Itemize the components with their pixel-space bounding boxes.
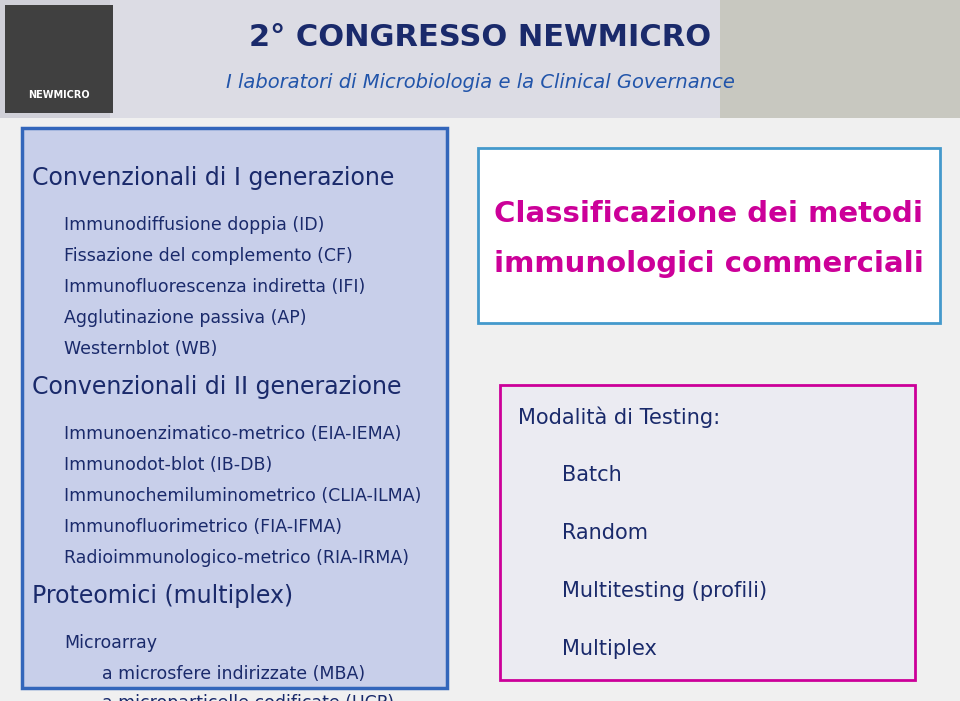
Text: I laboratori di Microbiologia e la Clinical Governance: I laboratori di Microbiologia e la Clini… xyxy=(226,72,734,92)
Bar xyxy=(110,0,740,118)
Text: Immunochemiluminometrico (CLIA-ILMA): Immunochemiluminometrico (CLIA-ILMA) xyxy=(64,487,421,505)
FancyBboxPatch shape xyxy=(500,385,915,680)
Bar xyxy=(720,0,960,118)
Text: a microparticelle codificate (UCP): a microparticelle codificate (UCP) xyxy=(102,694,394,701)
Text: Batch: Batch xyxy=(562,465,622,485)
Text: Fissazione del complemento (CF): Fissazione del complemento (CF) xyxy=(64,247,352,265)
Text: Immunofluorimetrico (FIA-IFMA): Immunofluorimetrico (FIA-IFMA) xyxy=(64,518,342,536)
Text: Radioimmunologico-metrico (RIA-IRMA): Radioimmunologico-metrico (RIA-IRMA) xyxy=(64,549,409,567)
Text: Agglutinazione passiva (AP): Agglutinazione passiva (AP) xyxy=(64,309,306,327)
Text: Classificazione dei metodi: Classificazione dei metodi xyxy=(494,200,924,228)
Text: Immunofluorescenza indiretta (IFI): Immunofluorescenza indiretta (IFI) xyxy=(64,278,365,296)
Text: NEWMICRO: NEWMICRO xyxy=(28,90,90,100)
Bar xyxy=(0,118,960,701)
Text: immunologici commerciali: immunologici commerciali xyxy=(494,250,924,278)
Text: Modalità di Testing:: Modalità di Testing: xyxy=(518,407,720,428)
Text: Immunodot-blot (IB-DB): Immunodot-blot (IB-DB) xyxy=(64,456,273,474)
Bar xyxy=(0,0,960,118)
Text: Microarray: Microarray xyxy=(64,634,157,652)
Text: Immunodiffusione doppia (ID): Immunodiffusione doppia (ID) xyxy=(64,216,324,234)
Text: Convenzionali di I generazione: Convenzionali di I generazione xyxy=(32,166,395,190)
Text: Multitesting (profili): Multitesting (profili) xyxy=(562,581,767,601)
Text: Immunoenzimatico-metrico (EIA-IEMA): Immunoenzimatico-metrico (EIA-IEMA) xyxy=(64,425,401,443)
Text: Multiplex: Multiplex xyxy=(562,639,657,659)
Bar xyxy=(5,5,113,113)
Text: 2° CONGRESSO NEWMICRO: 2° CONGRESSO NEWMICRO xyxy=(249,24,711,53)
FancyBboxPatch shape xyxy=(22,128,447,688)
Text: Random: Random xyxy=(562,523,648,543)
FancyBboxPatch shape xyxy=(478,148,940,323)
Text: Proteomici (multiplex): Proteomici (multiplex) xyxy=(32,584,293,608)
Text: Westernblot (WB): Westernblot (WB) xyxy=(64,340,217,358)
Text: Convenzionali di II generazione: Convenzionali di II generazione xyxy=(32,375,401,399)
Text: a microsfere indirizzate (MBA): a microsfere indirizzate (MBA) xyxy=(102,665,365,683)
